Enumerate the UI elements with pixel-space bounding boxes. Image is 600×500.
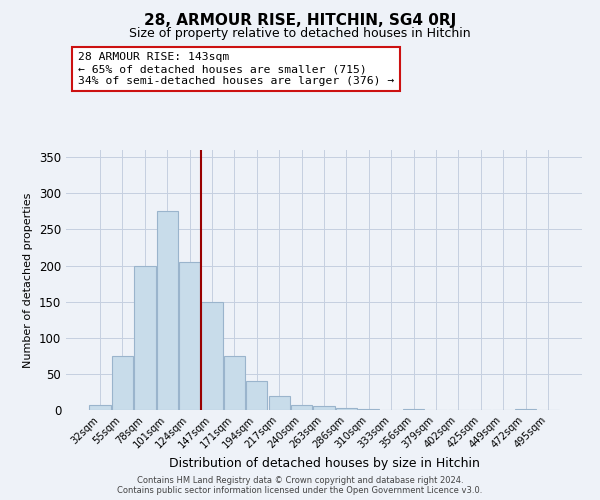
Y-axis label: Number of detached properties: Number of detached properties: [23, 192, 34, 368]
Bar: [291, 405, 312, 410]
Bar: [112, 356, 133, 410]
Bar: [246, 381, 268, 410]
Bar: [515, 408, 536, 410]
Bar: [157, 212, 178, 410]
Bar: [313, 406, 335, 410]
X-axis label: Distribution of detached houses by size in Hitchin: Distribution of detached houses by size …: [169, 458, 479, 470]
Bar: [202, 302, 223, 410]
Bar: [269, 396, 290, 410]
Bar: [336, 408, 357, 410]
Text: Contains public sector information licensed under the Open Government Licence v3: Contains public sector information licen…: [118, 486, 482, 495]
Text: 28, ARMOUR RISE, HITCHIN, SG4 0RJ: 28, ARMOUR RISE, HITCHIN, SG4 0RJ: [144, 12, 456, 28]
Bar: [89, 405, 111, 410]
Text: 28 ARMOUR RISE: 143sqm
← 65% of detached houses are smaller (715)
34% of semi-de: 28 ARMOUR RISE: 143sqm ← 65% of detached…: [78, 52, 394, 86]
Bar: [134, 266, 155, 410]
Bar: [224, 356, 245, 410]
Bar: [358, 408, 379, 410]
Text: Contains HM Land Registry data © Crown copyright and database right 2024.: Contains HM Land Registry data © Crown c…: [137, 476, 463, 485]
Bar: [179, 262, 200, 410]
Text: Size of property relative to detached houses in Hitchin: Size of property relative to detached ho…: [129, 28, 471, 40]
